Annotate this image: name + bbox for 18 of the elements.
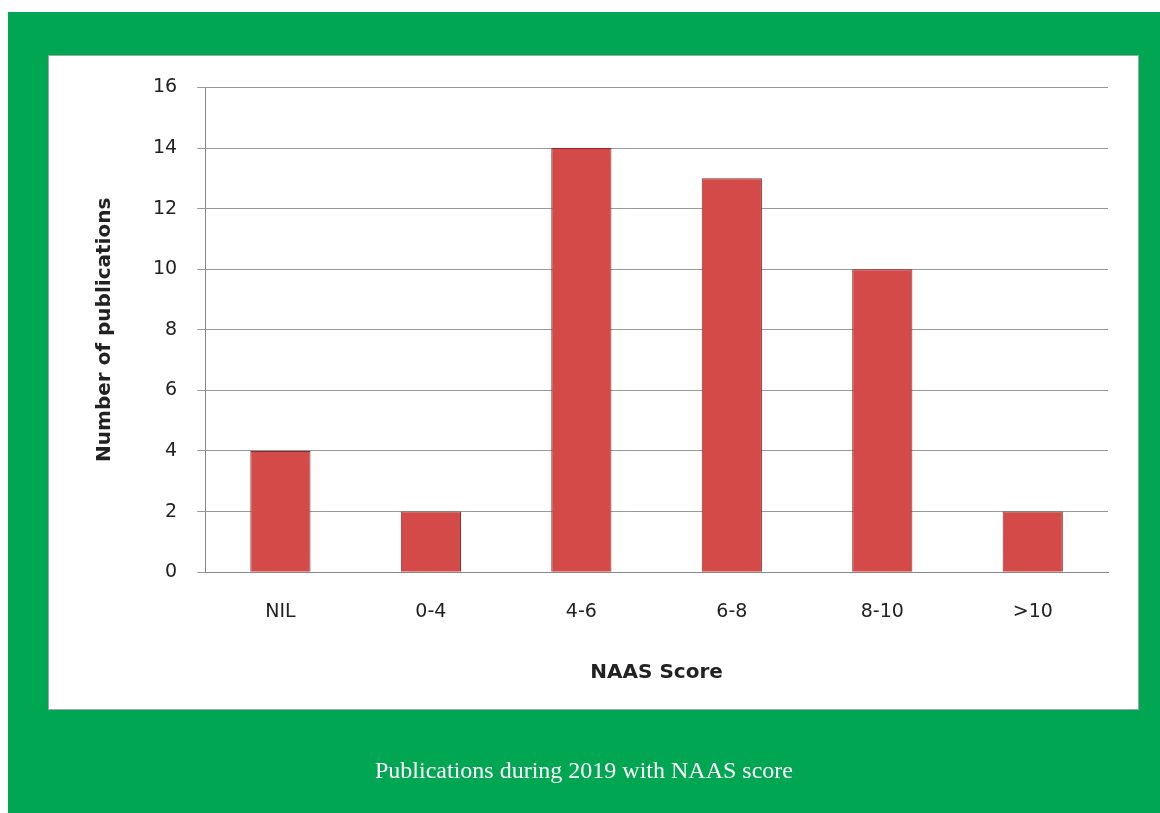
x-tick-label: >10 <box>1012 598 1053 621</box>
y-tick-label: 16 <box>152 74 178 97</box>
x-tick-label: 6-8 <box>716 598 748 621</box>
y-tick-label: 12 <box>152 195 178 218</box>
text: Publications during 2019 with NAAS score <box>374 757 794 784</box>
y-tick-label: 4 <box>165 437 178 460</box>
y-tick-label: 2 <box>165 498 178 521</box>
x-tick-label: 0-4 <box>415 598 447 621</box>
x-tick-label: 4-6 <box>565 598 597 621</box>
x-axis-title: NAAS Score <box>590 659 723 684</box>
x-tick-label: NIL <box>265 598 297 621</box>
x-tick-label: 8-10 <box>860 598 904 621</box>
y-tick-label: 6 <box>165 377 178 400</box>
y-tick-label: 8 <box>165 316 178 339</box>
y-axis-title: Number of publications <box>91 197 116 462</box>
y-tick-label: 0 <box>165 559 178 582</box>
y-tick-label: 10 <box>152 256 178 279</box>
y-tick-label: 14 <box>152 134 178 157</box>
